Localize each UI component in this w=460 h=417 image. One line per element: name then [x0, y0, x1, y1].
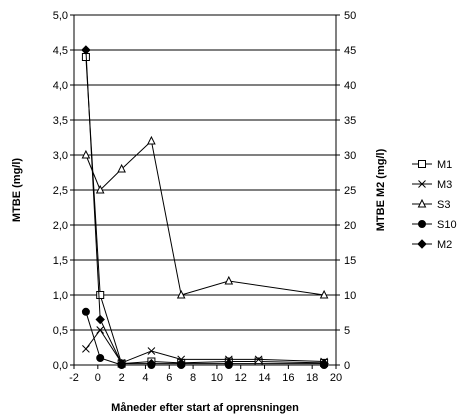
x-tick-label: 4	[142, 372, 148, 384]
right-tick-label: 10	[344, 290, 356, 302]
legend-item-s10: S10	[412, 219, 457, 231]
x-tick-label: 12	[235, 372, 247, 384]
x-tick-label: 16	[282, 372, 294, 384]
legend: M1 M3 S3 S10 M2	[412, 159, 457, 251]
x-tick-label: 20	[330, 372, 342, 384]
right-tick-label: 25	[344, 185, 356, 197]
data-point-s10	[81, 307, 90, 316]
left-tick-label: 0,5	[53, 325, 68, 337]
legend-marker-s3	[417, 198, 427, 208]
legend-label: M3	[437, 179, 452, 191]
x-tick-label: 18	[306, 372, 318, 384]
legend-item-m3: M3	[412, 179, 452, 191]
legend-marker-s10	[418, 220, 426, 228]
data-point-s3	[95, 184, 105, 194]
left-tick-label: 0,0	[53, 360, 68, 372]
data-point-s3	[176, 289, 186, 299]
legend-item-s3: S3	[412, 198, 450, 211]
data-point-m3	[147, 347, 156, 355]
x-tick-label: 8	[190, 372, 196, 384]
x-tick-label: -2	[69, 372, 79, 384]
series-line-m3	[85, 329, 325, 364]
right-tick-label: 0	[344, 360, 350, 372]
data-point-s3	[224, 275, 234, 285]
data-point-s3	[117, 163, 126, 173]
left-tick-label: 1,0	[53, 290, 68, 302]
right-tick-label: 35	[344, 115, 356, 127]
legend-marker-m1	[418, 160, 426, 168]
left-tick-label: 2,5	[53, 185, 68, 197]
right-y-axis: 0 5 10 15 20 25 30 35 40 45 50	[336, 10, 356, 372]
left-tick-label: 3,5	[53, 115, 68, 127]
right-tick-label: 50	[344, 10, 356, 22]
series-m2	[81, 45, 329, 369]
data-point-m2	[95, 314, 105, 325]
series-m3	[82, 326, 328, 367]
series-line-s10	[85, 311, 325, 366]
left-tick-label: 1,5	[53, 255, 68, 267]
legend-item-m2: M2	[412, 239, 452, 251]
series-line-m2	[85, 49, 325, 365]
legend-marker-m2	[417, 239, 427, 249]
x-axis-title: Måneder efter start af oprensningen	[111, 402, 299, 414]
data-point-m3	[254, 355, 263, 364]
data-point-m2	[116, 358, 127, 369]
right-tick-label: 30	[344, 150, 356, 162]
legend-marker-m3	[418, 180, 426, 188]
data-point-m1	[96, 291, 105, 299]
data-point-m2	[176, 358, 186, 369]
left-tick-label: 2,0	[53, 220, 68, 232]
data-point-m2	[81, 45, 91, 55]
right-tick-label: 20	[344, 220, 356, 232]
data-point-m2	[224, 358, 234, 369]
right-tick-label: 15	[344, 255, 356, 267]
x-tick-label: 6	[166, 372, 172, 384]
series-line-m1	[85, 56, 325, 365]
gridlines	[74, 49, 336, 331]
left-tick-label: 5,0	[53, 10, 68, 22]
left-tick-label: 4,5	[53, 45, 68, 57]
x-tick-label: 10	[211, 372, 223, 384]
left-y-axis-title: MTBE (mg/l)	[11, 158, 23, 222]
right-y-axis-title: MTBE M2 (mg/l)	[375, 148, 387, 231]
legend-label: M2	[437, 239, 452, 251]
legend-label: S3	[437, 199, 450, 211]
data-point-m3	[96, 326, 105, 334]
left-y-axis: 0,0 0,5 1,0 1,5 2,0 2,5 3,0 3,5 4,0 4,5 5,0	[53, 10, 74, 372]
series-layer	[81, 45, 329, 369]
right-tick-label: 45	[344, 45, 356, 57]
data-point-m2	[146, 358, 157, 369]
data-point-s3	[147, 135, 156, 145]
legend-item-m1: M1	[412, 159, 452, 171]
left-tick-label: 4,0	[53, 80, 68, 92]
data-point-s3	[81, 149, 91, 159]
right-tick-label: 40	[344, 80, 356, 92]
legend-label: S10	[437, 219, 457, 231]
legend-label: M1	[437, 159, 452, 171]
series-s3	[81, 135, 329, 299]
left-tick-label: 3,0	[53, 150, 68, 162]
data-point-m3	[82, 345, 90, 353]
x-tick-label: 0	[95, 372, 101, 384]
data-point-s10	[96, 354, 105, 362]
x-tick-label: 14	[258, 372, 270, 384]
data-point-s3	[319, 289, 329, 299]
x-tick-label: 2	[119, 372, 125, 384]
series-m1	[81, 53, 329, 368]
data-point-m2	[319, 358, 329, 369]
x-axis: -2 0 2 4 6 8 10 12 14 16 18 20	[69, 365, 342, 384]
right-tick-label: 5	[344, 325, 350, 337]
